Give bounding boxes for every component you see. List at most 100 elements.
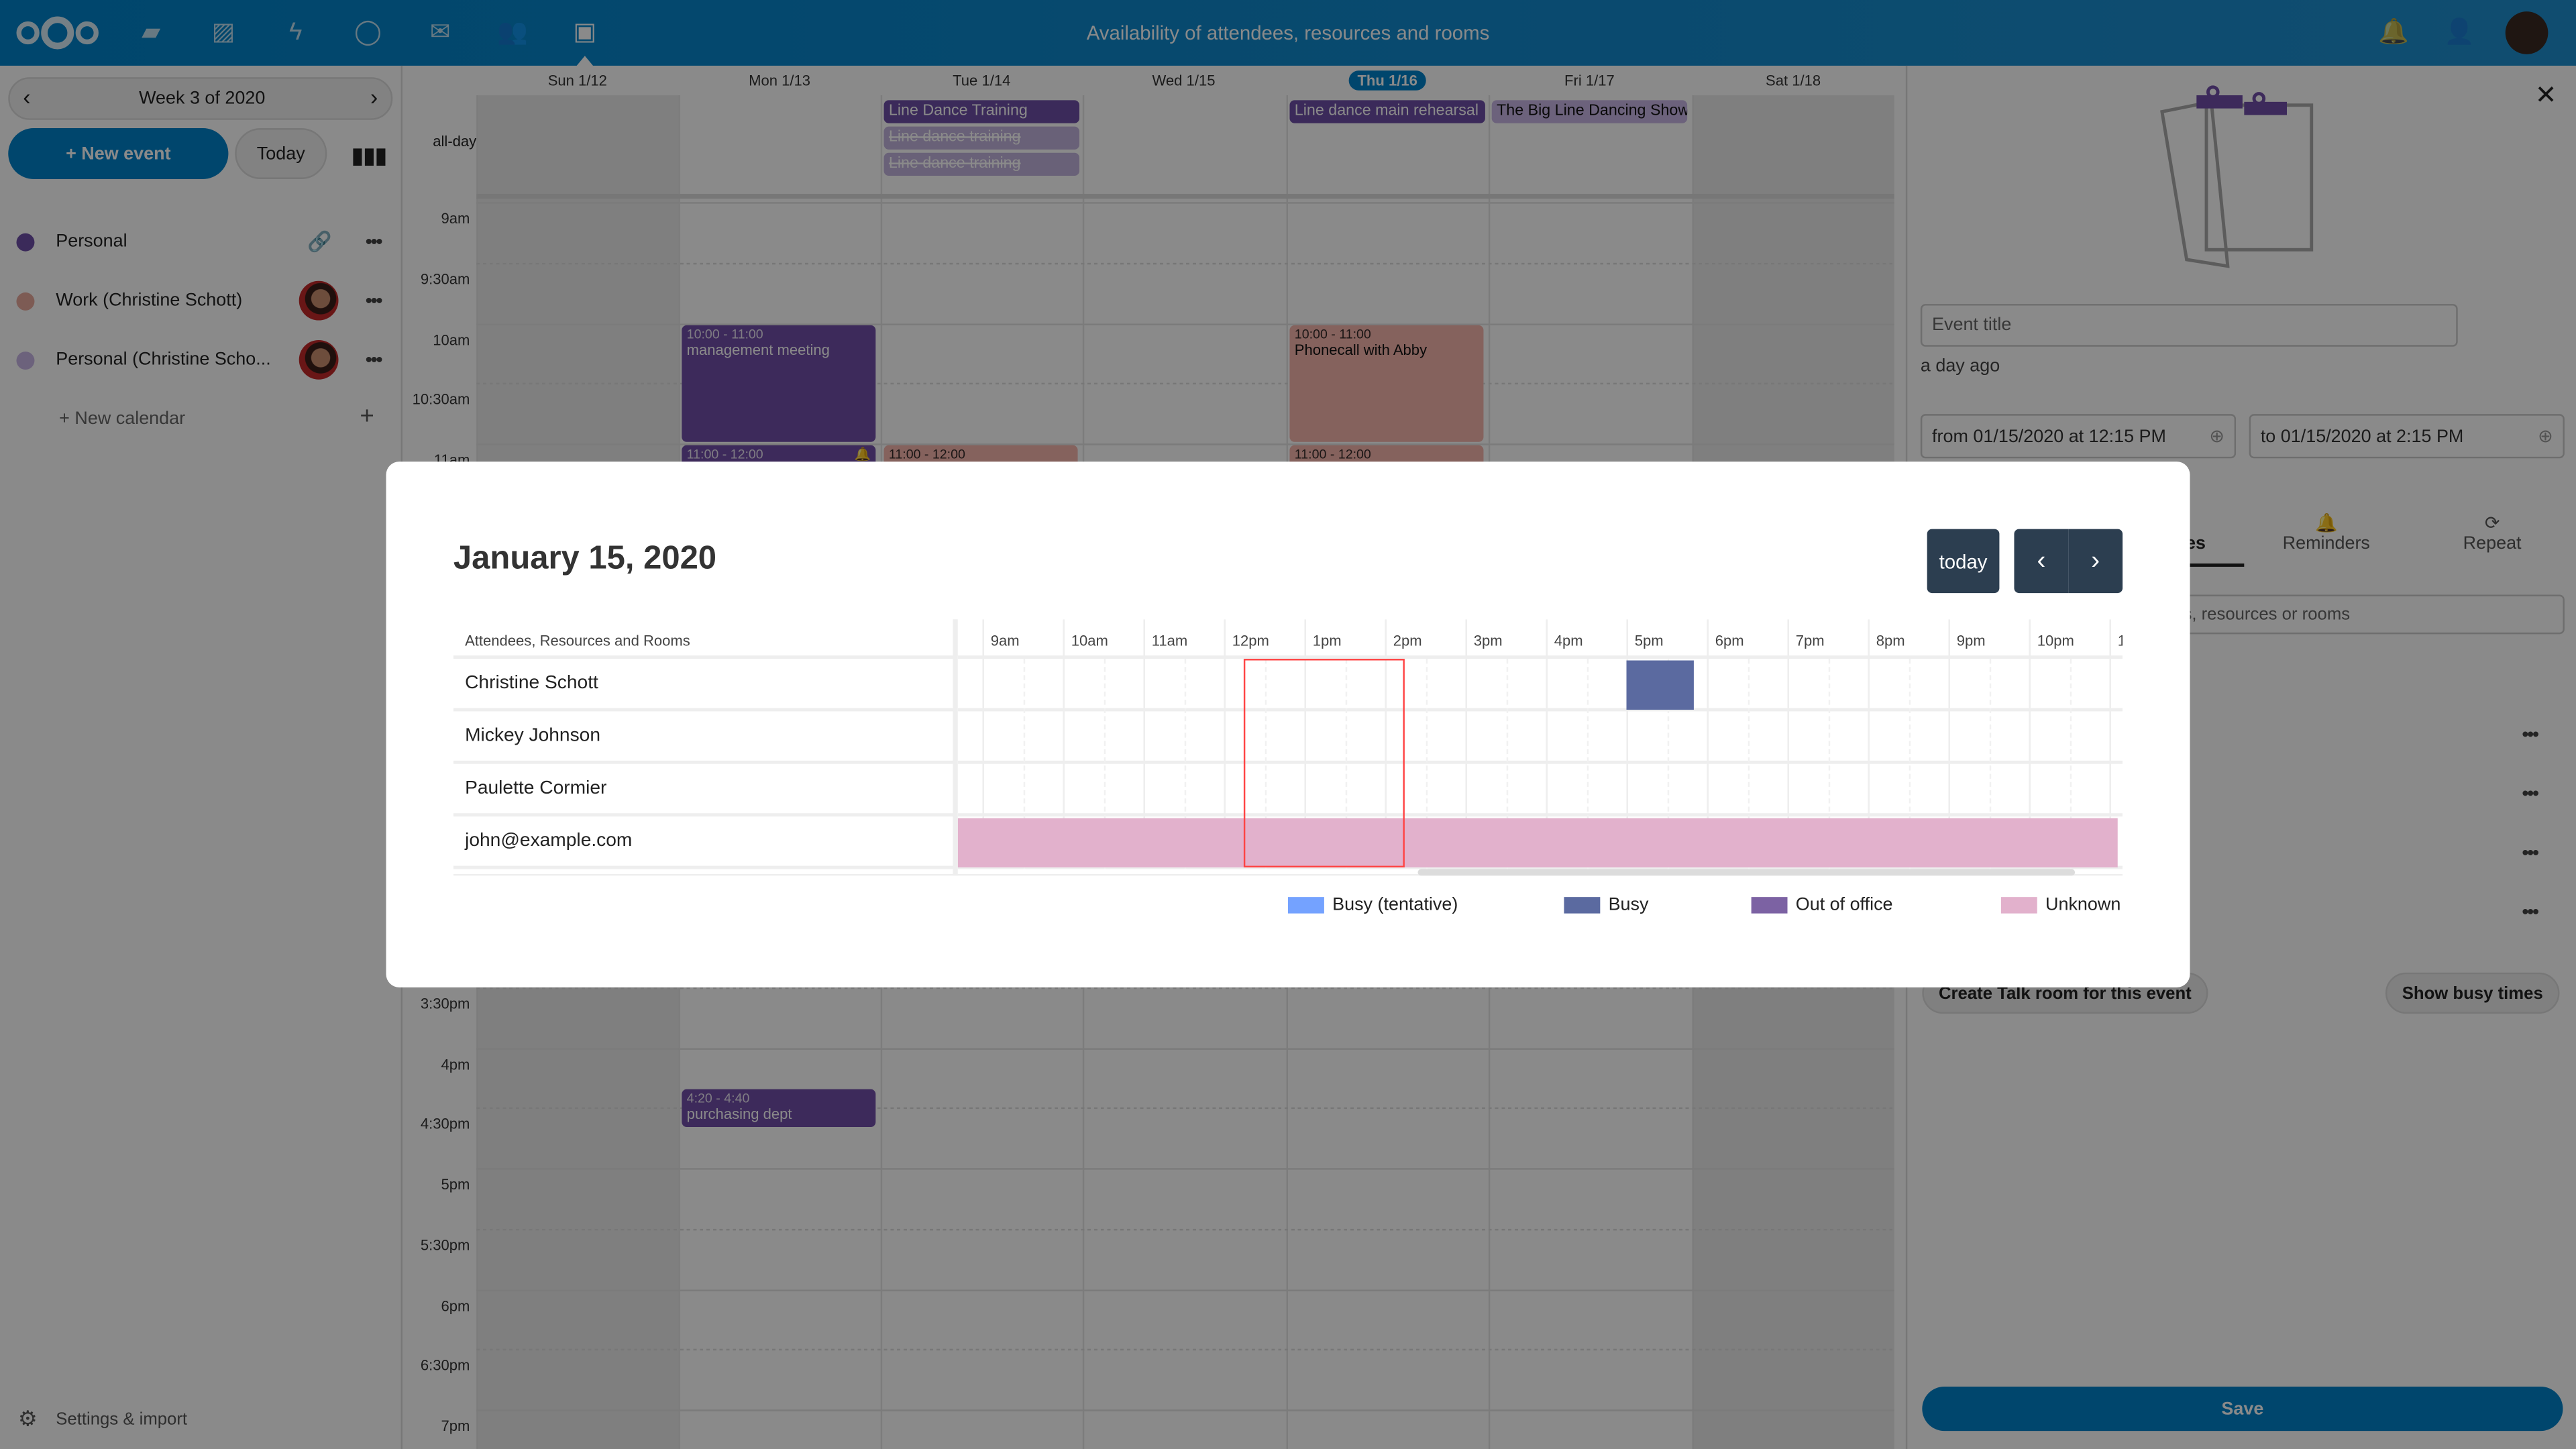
calendar-item[interactable]: Work (Christine Schott) ••• xyxy=(16,280,390,321)
day-header[interactable]: Tue 1/14 xyxy=(881,66,1083,95)
calendar-item[interactable]: Personal 🔗 ••• xyxy=(16,225,390,258)
legend-label: Out of office xyxy=(1795,895,1893,916)
today-button[interactable]: Today xyxy=(235,128,327,179)
notifications-icon[interactable]: 🔔 xyxy=(2378,17,2410,46)
attendee-more-button[interactable]: ••• xyxy=(2522,900,2539,924)
all-day-event[interactable]: The Big Line Dancing Show xyxy=(1491,100,1688,123)
attendees-column-header: Attendees, Resources and Rooms xyxy=(453,619,955,659)
row-divider xyxy=(957,865,2123,869)
time-gridline xyxy=(476,323,1894,325)
search-icon[interactable]: ◯ xyxy=(354,17,382,46)
time-gridline xyxy=(476,443,1894,445)
hour-gridline xyxy=(1787,619,1789,866)
timezone-globe-icon[interactable]: ⊕ xyxy=(2209,427,2224,447)
day-header[interactable]: Thu 1/16 xyxy=(1287,66,1489,95)
hour-gridline xyxy=(1385,619,1387,866)
hour-label: 3pm xyxy=(1473,632,1503,649)
calendar-event[interactable]: 10:00 - 11:00 management meeting xyxy=(682,324,876,442)
calendar-icon[interactable]: ▣ xyxy=(573,17,597,46)
half-hour-gridline xyxy=(1747,659,1749,869)
hour-gridline xyxy=(1546,619,1548,866)
tab-label: Repeat xyxy=(2463,533,2522,554)
legend-item: Busy (tentative) xyxy=(1288,896,1458,915)
next-week-button[interactable]: › xyxy=(370,83,378,111)
legend-swatch xyxy=(1288,897,1324,914)
close-icon[interactable]: ✕ xyxy=(2534,82,2557,111)
time-label: 7pm xyxy=(441,1417,470,1434)
contacts-menu-icon[interactable]: 👤 xyxy=(2444,17,2475,46)
end-datetime-input[interactable]: to 01/15/2020 at 2:15 PM ⊕ xyxy=(2249,414,2565,459)
column-resizer[interactable] xyxy=(953,619,958,876)
save-button[interactable]: Save xyxy=(1922,1386,2563,1432)
attendee-row-name: Christine Schott xyxy=(453,659,955,712)
day-header[interactable]: Fri 1/17 xyxy=(1489,66,1690,95)
new-calendar-button[interactable]: + New calendar xyxy=(59,409,186,429)
attendee-more-button[interactable]: ••• xyxy=(2522,841,2539,865)
all-day-event[interactable]: Line dance training xyxy=(883,152,1079,176)
contacts-icon[interactable]: 👥 xyxy=(497,17,528,46)
time-gridline xyxy=(476,1228,1894,1230)
plus-icon[interactable]: + xyxy=(360,402,374,431)
day-header[interactable]: Wed 1/15 xyxy=(1083,66,1285,95)
freebusy-today-button[interactable]: today xyxy=(1927,529,2000,594)
day-header[interactable]: Sun 1/12 xyxy=(476,66,678,95)
tab-reminders[interactable]: 🔔 Reminders xyxy=(2244,513,2408,554)
previous-week-button[interactable]: ‹ xyxy=(23,83,31,111)
week-label: Week 3 of 2020 xyxy=(139,89,266,109)
horizontal-scrollbar[interactable] xyxy=(1417,869,2076,876)
time-gridline xyxy=(476,1047,1894,1049)
share-link-icon[interactable]: 🔗 xyxy=(307,229,332,254)
gear-icon[interactable]: ⚙ xyxy=(17,1406,38,1432)
calendar-item[interactable]: Personal (Christine Scho... ••• xyxy=(16,339,390,380)
attendee-more-button[interactable]: ••• xyxy=(2522,722,2539,746)
tab-repeat[interactable]: ⟳ Repeat xyxy=(2410,513,2575,554)
start-datetime-input[interactable]: from 01/15/2020 at 12:15 PM ⊕ xyxy=(1920,414,2237,459)
calendar-more-button[interactable]: ••• xyxy=(365,348,383,372)
hour-gridline xyxy=(2109,619,2111,866)
timezone-globe-icon[interactable]: ⊕ xyxy=(2538,427,2553,447)
calendar-more-button[interactable]: ••• xyxy=(365,229,383,254)
calendar-color-dot[interactable] xyxy=(16,350,35,369)
calendar-event[interactable]: 4:20 - 4:40 purchasing dept xyxy=(682,1089,876,1126)
activity-icon[interactable]: ϟ xyxy=(289,17,303,46)
time-gridline xyxy=(476,987,1894,989)
day-label: Tue 1/14 xyxy=(953,72,1011,89)
day-header[interactable]: Mon 1/13 xyxy=(678,66,880,95)
time-gridline xyxy=(476,383,1894,385)
half-hour-gridline xyxy=(1425,659,1427,869)
calendar-event[interactable]: 10:00 - 11:00 Phonecall with Abby xyxy=(1289,324,1484,442)
selected-time-range[interactable] xyxy=(1244,659,1405,868)
hour-gridline xyxy=(1868,619,1870,866)
view-columns-icon[interactable]: ▮▮▮ xyxy=(352,143,387,168)
mail-icon[interactable]: ✉ xyxy=(429,17,451,46)
calendar-color-dot[interactable] xyxy=(16,232,35,251)
all-day-event[interactable]: Line dance training xyxy=(883,126,1079,150)
calendar-more-button[interactable]: ••• xyxy=(365,289,383,313)
photos-icon[interactable]: ▨ xyxy=(211,17,235,46)
all-day-event[interactable]: Line Dance Training xyxy=(883,100,1079,123)
freebusy-next-button[interactable]: › xyxy=(2068,529,2123,594)
end-datetime-value: to 01/15/2020 at 2:15 PM xyxy=(2260,426,2464,446)
hour-label: 5pm xyxy=(1634,632,1664,649)
all-day-event[interactable]: Line dance main rehearsal xyxy=(1289,100,1485,123)
new-event-button[interactable]: + New event xyxy=(8,128,229,179)
day-header[interactable]: Sat 1/18 xyxy=(1692,66,1894,95)
day-label: Thu 1/16 xyxy=(1349,70,1426,91)
nextcloud-logo[interactable] xyxy=(16,15,99,51)
all-day-label: all-day xyxy=(433,133,477,150)
event-time: 10:00 - 11:00 xyxy=(686,326,763,341)
event-title-input[interactable]: Event title xyxy=(1920,304,2458,347)
calendar-color-dot[interactable] xyxy=(16,291,35,310)
time-label: 3:30pm xyxy=(420,995,470,1012)
hour-gridline xyxy=(2029,619,2031,866)
user-avatar[interactable] xyxy=(2505,11,2548,54)
show-busy-times-button[interactable]: Show busy times xyxy=(2385,972,2560,1014)
hour-label: 10am xyxy=(1071,632,1108,649)
freebusy-prev-button[interactable]: ‹ xyxy=(2014,529,2069,594)
hour-label: 4pm xyxy=(1554,632,1583,649)
attendee-more-button[interactable]: ••• xyxy=(2522,782,2539,806)
event-title: Phonecall with Abby xyxy=(1294,341,1428,358)
files-icon[interactable]: ▰ xyxy=(142,17,161,46)
settings-import-button[interactable]: Settings & import xyxy=(56,1409,188,1430)
time-gridline xyxy=(476,1289,1894,1291)
